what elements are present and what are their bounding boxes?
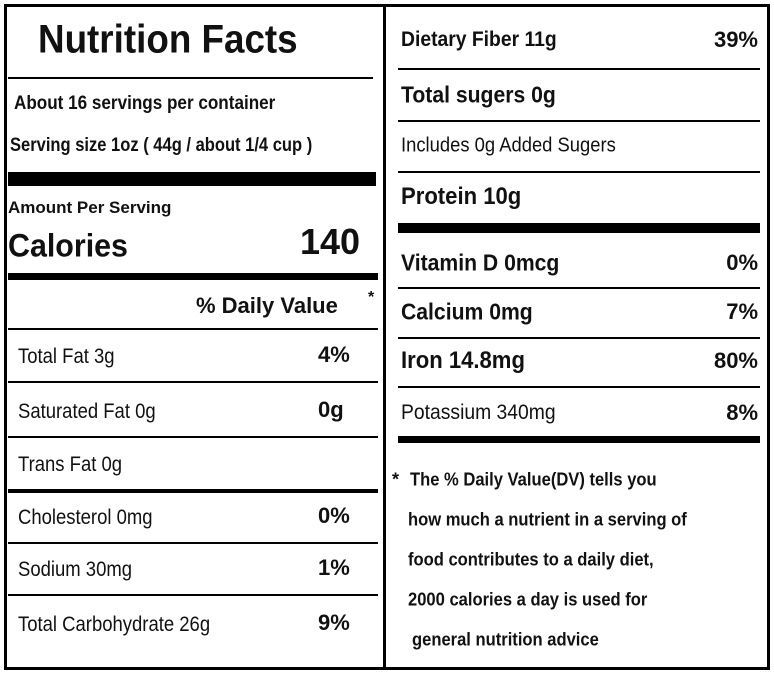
- footnote-line: The % Daily Value(DV) tells you: [410, 469, 657, 490]
- rule: [398, 120, 760, 122]
- rule: [8, 77, 373, 79]
- nutrient-value: 4%: [318, 342, 350, 367]
- thick-rule: [8, 172, 376, 186]
- rule: [398, 171, 760, 173]
- nutrient-value: 8%: [726, 400, 758, 425]
- calories-label: Calories: [8, 227, 128, 264]
- nutrient-label: Sodium 30mg: [18, 558, 133, 581]
- rule: [8, 594, 378, 596]
- footnote-asterisk: *: [392, 469, 400, 490]
- nutrient-label: Vitamin D 0mcg: [401, 249, 560, 276]
- nutrient-value: 0%: [726, 250, 758, 275]
- rule: [398, 223, 760, 233]
- nutrient-value: 7%: [726, 299, 758, 324]
- footnote-line: food contributes to a daily diet,: [408, 549, 654, 570]
- rule: [398, 337, 760, 339]
- amount-per-serving: Amount Per Serving: [8, 198, 172, 217]
- nutrient-label: Includes 0g Added Sugers: [401, 134, 616, 157]
- asterisk: *: [368, 289, 375, 306]
- footnote-line: general nutrition advice: [412, 629, 599, 650]
- nutrient-label: Total Carbohydrate 26g: [18, 613, 211, 636]
- nutrient-label: Iron 14.8mg: [401, 347, 525, 374]
- rule: [8, 328, 378, 330]
- nutrient-value: 80%: [713, 348, 758, 373]
- rule: [8, 542, 378, 544]
- rule: [398, 68, 760, 70]
- thick-rule: [8, 273, 378, 280]
- rule: [398, 386, 760, 388]
- rule: [398, 287, 760, 289]
- footnote-line: how much a nutrient in a serving of: [408, 509, 687, 530]
- nutrient-label: Saturated Fat 0g: [18, 400, 156, 423]
- nutrient-label: Protein 10g: [401, 183, 522, 210]
- nutrient-label: Dietary Fiber 11g: [401, 28, 557, 51]
- outer-border: [4, 4, 770, 670]
- rule: [8, 489, 378, 493]
- nutrient-value: 0g: [318, 397, 344, 422]
- nutrient-label: Trans Fat 0g: [18, 453, 123, 476]
- column-divider: [383, 4, 386, 670]
- nutrient-label: Total sugers 0g: [401, 81, 556, 108]
- nutrient-label: Calcium 0mg: [401, 298, 533, 325]
- nutrient-value: 1%: [318, 555, 350, 580]
- title: Nutrition Facts: [38, 17, 298, 62]
- rule: [8, 436, 378, 438]
- nutrient-value: 9%: [318, 610, 350, 635]
- calories-value: 140: [300, 221, 361, 262]
- footnote-line: 2000 calories a day is used for: [408, 589, 648, 610]
- servings: About 16 servings per container: [14, 93, 276, 114]
- nutrient-label: Cholesterol 0mg: [18, 506, 153, 529]
- serving-size: Serving size 1oz ( 44g / about 1/4 cup ): [10, 135, 313, 156]
- rule: [8, 381, 378, 383]
- daily-value-header: % Daily Value: [196, 293, 338, 318]
- nutrient-value: 39%: [713, 27, 758, 52]
- nutrient-label: Potassium 340mg: [401, 401, 556, 424]
- nutrient-label: Total Fat 3g: [18, 345, 115, 368]
- rule: [398, 436, 760, 443]
- nutrient-value: 0%: [318, 503, 350, 528]
